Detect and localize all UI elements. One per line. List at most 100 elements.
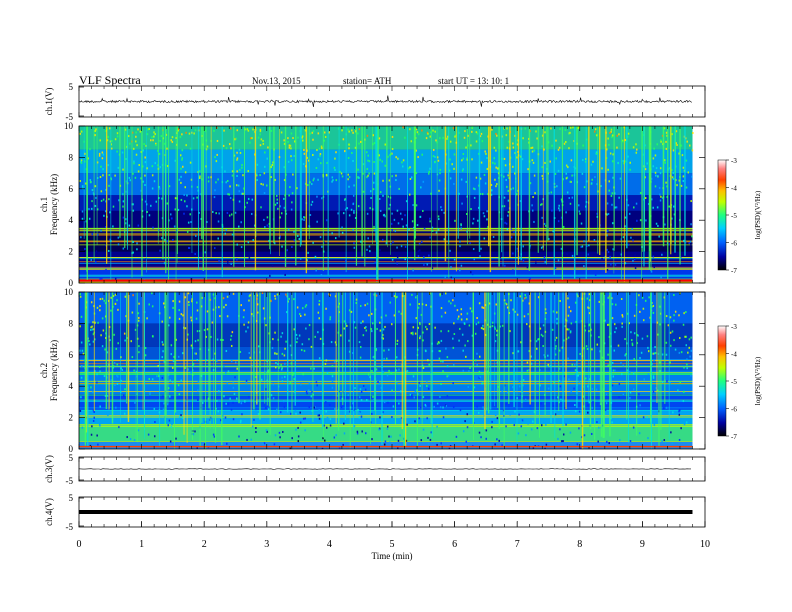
psd-cell xyxy=(561,440,563,443)
psd-cell xyxy=(247,321,250,324)
psd-cell xyxy=(145,203,148,206)
psd-cell xyxy=(590,163,593,166)
psd-cell xyxy=(183,193,185,196)
psd-cell xyxy=(131,131,134,134)
psd-cell xyxy=(155,142,157,145)
psd-cell xyxy=(473,258,476,261)
psd-cell xyxy=(566,252,568,255)
psd-cell xyxy=(333,436,336,439)
psd-cell xyxy=(249,294,251,297)
psd-cell xyxy=(102,174,104,177)
psd-cell xyxy=(123,332,126,335)
psd-cell xyxy=(598,336,600,339)
psd-cell xyxy=(567,166,569,169)
psd-cell xyxy=(309,213,312,216)
psd-cell xyxy=(170,344,173,347)
psd-cell xyxy=(601,257,603,260)
psd-cell xyxy=(123,412,126,415)
psd-cell xyxy=(98,366,101,369)
psd-cell xyxy=(104,210,107,213)
psd-cell xyxy=(544,131,546,134)
psd-cell xyxy=(476,352,478,355)
psd-cell xyxy=(528,350,531,353)
psd-cell xyxy=(320,145,323,148)
psd-cell xyxy=(678,179,681,182)
psd-cell xyxy=(190,178,193,181)
psd-cell xyxy=(299,257,302,260)
psd-cell xyxy=(397,447,399,449)
psd-cell xyxy=(392,241,394,244)
psd-cell xyxy=(378,382,380,385)
psd-cell xyxy=(352,159,354,162)
psd-cell xyxy=(680,228,682,231)
psd-cell xyxy=(246,128,249,131)
psd-cell xyxy=(383,213,386,216)
psd-cell xyxy=(184,366,187,369)
psd-cell xyxy=(329,318,331,321)
psd-cell xyxy=(206,328,209,331)
psd-cell xyxy=(199,177,201,180)
psd-cell xyxy=(257,345,260,348)
psd-cell xyxy=(307,159,310,162)
psd-cell xyxy=(496,361,498,364)
psd-cell xyxy=(526,323,528,326)
psd-cell xyxy=(626,369,629,372)
psd-cell xyxy=(579,212,581,215)
psd-cell xyxy=(218,259,220,262)
psd-cell xyxy=(417,133,420,136)
psd-cell xyxy=(352,352,354,355)
psd-cell xyxy=(224,170,226,173)
psd-cell xyxy=(619,439,621,442)
psd-cell xyxy=(298,237,301,240)
psd-cell xyxy=(675,179,677,182)
psd-cell xyxy=(639,192,642,195)
psd-cell xyxy=(444,311,447,314)
psd-cell xyxy=(305,304,308,307)
psd-cell xyxy=(484,150,486,153)
psd-cell xyxy=(184,171,187,174)
psd-cell xyxy=(235,397,238,400)
psd-cell xyxy=(255,410,257,413)
colorbar-tick-label: -7 xyxy=(731,433,737,441)
psd-cell xyxy=(569,431,572,434)
psd-cell xyxy=(606,202,609,205)
psd-cell xyxy=(433,410,436,413)
psd-cell xyxy=(137,429,140,432)
ch3-waveform-trace xyxy=(78,468,691,470)
psd-cell xyxy=(418,381,421,384)
psd-cell xyxy=(293,328,296,331)
psd-cell xyxy=(325,307,327,310)
psd-cell xyxy=(569,330,572,333)
psd-cell xyxy=(629,391,632,394)
psd-cell xyxy=(278,385,280,388)
psd-cell xyxy=(526,266,529,269)
psd-cell xyxy=(516,143,519,146)
psd-cell xyxy=(256,163,259,166)
psd-cell xyxy=(426,381,428,384)
y-tick-label: 4 xyxy=(69,381,74,391)
psd-cell xyxy=(614,206,617,209)
psd-cell xyxy=(591,406,594,409)
psd-cell xyxy=(334,341,337,344)
psd-cell xyxy=(666,185,668,188)
psd-cell xyxy=(206,145,209,148)
psd-cell xyxy=(124,339,126,342)
psd-cell xyxy=(664,441,667,444)
psd-cell xyxy=(690,200,692,203)
psd-cell xyxy=(129,179,132,182)
psd-cell xyxy=(222,297,225,300)
psd-cell xyxy=(181,149,184,152)
psd-cell xyxy=(678,410,680,413)
psd-cell xyxy=(478,355,481,358)
psd-cell xyxy=(583,186,586,189)
psd-cell xyxy=(163,262,166,265)
psd-cell xyxy=(369,190,372,193)
psd-cell xyxy=(360,140,362,143)
psd-cell xyxy=(401,165,404,168)
psd-cell xyxy=(454,219,456,222)
psd-cell xyxy=(449,177,452,180)
psd-cell xyxy=(308,382,311,385)
psd-cell xyxy=(318,414,321,417)
psd-cell xyxy=(471,130,473,133)
psd-cell xyxy=(376,327,378,330)
